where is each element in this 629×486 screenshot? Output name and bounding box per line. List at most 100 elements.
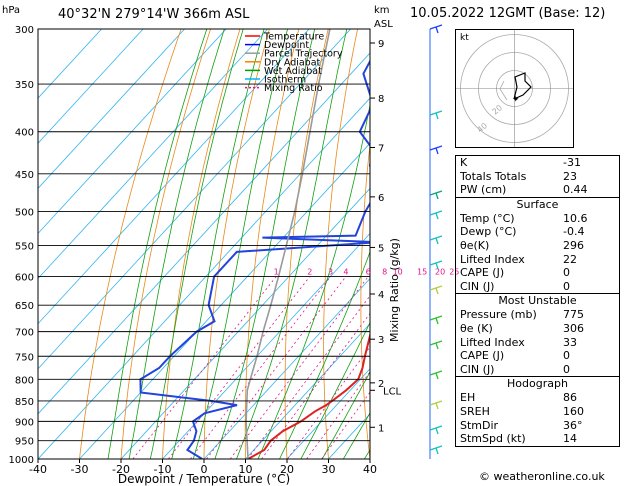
dry-adiabat: [397, 0, 428, 476]
hodograph-unit: kt: [460, 33, 469, 43]
mixing-ratio-label: 8: [382, 268, 387, 277]
index-row-k: K -31: [460, 156, 581, 169]
isotherm-line: [38, 29, 103, 99]
hodograph-section-title: Hodograph: [507, 377, 568, 391]
mixing-ratio-label: 15: [417, 268, 427, 277]
hodograph-trace: [513, 72, 532, 100]
isotherm-line: [38, 97, 370, 459]
x-tick-label: -40: [29, 463, 47, 476]
km-tick-label: 4: [378, 290, 384, 301]
index-value: 296: [563, 238, 584, 252]
wind-barb: [435, 287, 439, 295]
mixing-ratio-line: [229, 276, 369, 459]
km-tick-label: 8: [378, 94, 384, 105]
x-tick-label: -10: [154, 463, 172, 476]
pressure-tick-label: 350: [15, 80, 34, 91]
isotherm-line: [286, 368, 370, 459]
height-unit-label-asl: ASL: [374, 19, 393, 30]
height-unit-label: km: [374, 5, 390, 16]
pressure-tick-label: 450: [15, 170, 34, 181]
isotherm-line: [161, 232, 370, 459]
mixing-ratio-label: 4: [343, 268, 348, 277]
mixing-ratio-line: [321, 391, 370, 459]
pressure-tick-label: 900: [15, 417, 34, 428]
wind-barb: [435, 372, 439, 380]
wet-adiabat: [321, 371, 370, 459]
isotherm-line: [38, 29, 269, 280]
wind-barb: [435, 212, 439, 220]
date-title: 10.05.2022 12GMT (Base: 12): [410, 6, 606, 21]
km-tick-label: 9: [378, 39, 384, 50]
hodo-row: StmDir 36°: [456, 419, 619, 433]
surface-row: Temp (°C) 10.6: [456, 212, 619, 226]
wind-barb: [435, 317, 439, 325]
index-label: CAPE (J): [460, 266, 505, 280]
x-axis-title: Dewpoint / Temperature (°C): [118, 472, 290, 486]
wind-barb: [435, 26, 439, 34]
index-label: EH: [460, 391, 476, 405]
hodo-row: SREH 160: [456, 405, 619, 419]
mixing-ratio-line: [287, 346, 370, 459]
km-tick-label: 6: [378, 193, 384, 204]
unstable-row: Lifted Index 33: [456, 336, 619, 350]
index-value: 10.6: [563, 211, 588, 225]
index-value: 775: [563, 308, 584, 322]
index-row-tt: Totals Totals 23: [460, 169, 577, 183]
wet-adiabat: [342, 412, 370, 459]
mixing-ratio-label: 25: [449, 268, 459, 277]
mixing-ratio-line: [190, 276, 331, 459]
index-value: 36°: [563, 418, 583, 432]
index-label: Lifted Index: [460, 252, 525, 266]
index-label: θe (K): [460, 321, 493, 335]
km-tick-label: 5: [378, 243, 384, 254]
surface-row: θe(K) 296: [456, 239, 619, 253]
isotherm-line: [203, 277, 370, 459]
index-label: θe(K): [460, 238, 490, 252]
pressure-tick-label: 550: [15, 241, 34, 252]
index-label: StmDir: [460, 418, 499, 432]
index-value: 0: [563, 279, 570, 293]
indices-table: K -31 Totals Totals 23 PW (cm) 0.44 Surface…: [455, 155, 620, 447]
pressure-tick-label: 650: [15, 301, 34, 312]
x-tick-label: 30: [322, 463, 336, 476]
index-label: CIN (J): [460, 279, 495, 293]
pressure-unit-label: hPa: [2, 5, 20, 16]
index-row-pw: PW (cm) 0.44: [460, 183, 588, 197]
x-tick-label: 20: [280, 463, 294, 476]
pressure-tick-label: 950: [15, 437, 34, 448]
mixing-ratio-line: [168, 276, 311, 459]
most-unstable-section: Most Unstable Pressure (mb) 775 θe (K) 306 L…: [456, 293, 619, 376]
pressure-tick-label: 1000: [9, 455, 34, 466]
surface-row: CIN (J) 0: [456, 280, 619, 294]
index-label: CAPE (J): [460, 349, 505, 363]
unstable-row: Pressure (mb) 775: [456, 308, 619, 322]
index-value: 306: [563, 321, 584, 335]
pressure-tick-label: 300: [15, 25, 34, 36]
mixing-ratio-label: 6: [366, 268, 371, 277]
isotherm-line: [78, 142, 370, 459]
surface-section: Surface Temp (°C) 10.6 Dewp (°C) -0.4 θe(K) 2…: [456, 196, 619, 294]
km-tick-label: 3: [378, 335, 384, 346]
index-value: 0: [563, 362, 570, 376]
most-unstable-title: Most Unstable: [498, 294, 577, 308]
index-value: 22: [563, 252, 577, 266]
parcel-trajectory-curve: [245, 29, 331, 459]
wind-barb: [435, 342, 439, 350]
surface-row: CAPE (J) 0: [456, 266, 619, 280]
index-label: CIN (J): [460, 362, 495, 376]
mixing-ratio-label: 2: [307, 268, 312, 277]
index-value: -0.4: [563, 225, 585, 239]
index-value: 33: [563, 335, 577, 349]
index-label: Lifted Index: [460, 335, 525, 349]
isotherm-line: [38, 29, 227, 235]
wind-barb: [435, 447, 439, 455]
wind-barb: [435, 112, 439, 120]
isotherm-line: [38, 29, 352, 370]
pressure-tick-label: 850: [15, 397, 34, 408]
mixing-ratio-label: 1: [274, 268, 279, 277]
legend-label: Isotherm: [264, 75, 306, 86]
pressure-tick-label: 500: [15, 207, 34, 218]
pressure-tick-label: 700: [15, 328, 34, 339]
